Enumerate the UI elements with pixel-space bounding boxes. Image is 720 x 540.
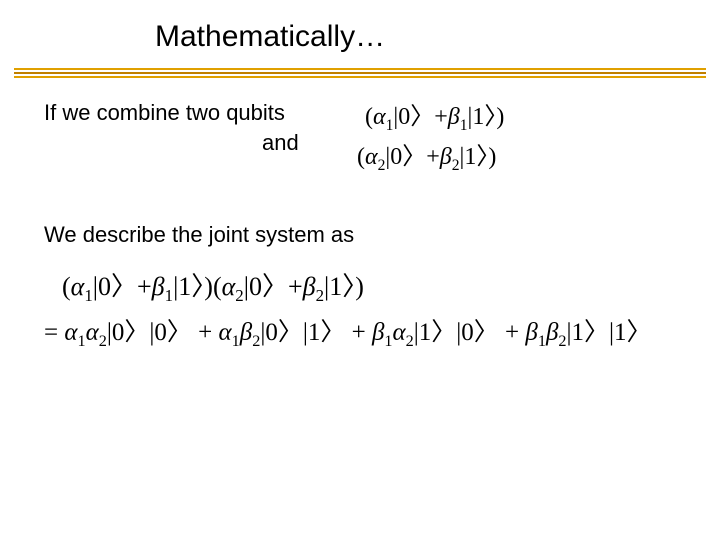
slide: { "title": "Mathematically…", "body": { … [0,0,720,540]
body-line-3: We describe the joint system as [44,222,354,248]
slide-title: Mathematically… [155,20,385,54]
body-line-2: and [262,130,299,156]
title-rule [14,68,706,80]
equation-qubit-1: (α1|0〉+β1|1〉) [365,96,504,135]
equation-expanded: = α1α2|0〉|0〉 + α1β2|0〉|1〉 + β1α2|1〉|0〉 +… [44,312,652,351]
body-line-1: If we combine two qubits [44,100,285,126]
equation-qubit-2: (α2|0〉+β2|1〉) [357,136,496,175]
equation-product: (α1|0〉+β1|1〉)(α2|0〉+β2|1〉) [62,266,364,306]
